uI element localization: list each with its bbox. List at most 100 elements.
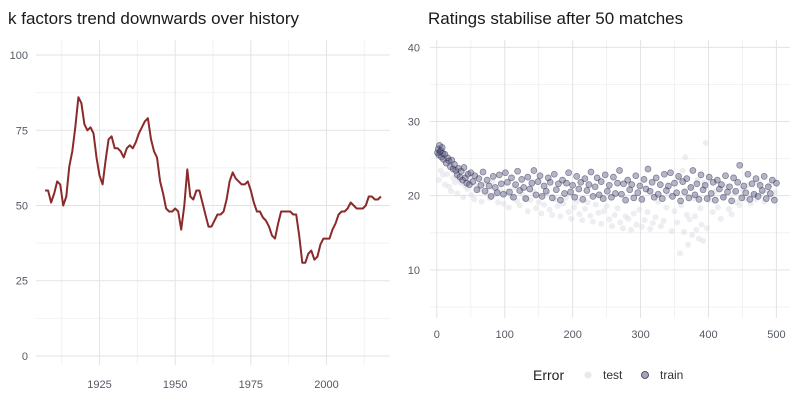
left-y-axis: 0 25 50 75 100 <box>10 50 28 363</box>
test-point <box>681 229 687 235</box>
train-point <box>746 196 754 203</box>
train-point <box>771 196 778 204</box>
train-point <box>762 195 770 202</box>
train-point <box>536 172 544 180</box>
train-point <box>526 185 534 193</box>
train-point <box>571 193 579 201</box>
train-point <box>597 178 605 185</box>
test-points-series <box>435 140 779 257</box>
right-chart-panel: Ratings stabilise after 50 matches 10 20 3… <box>408 9 790 383</box>
test-point <box>683 212 690 218</box>
train-point <box>542 187 550 195</box>
test-point <box>698 221 705 228</box>
test-point <box>595 209 602 216</box>
test-point <box>619 225 626 232</box>
test-point <box>557 213 564 220</box>
left-chart-grid <box>36 40 390 365</box>
test-point <box>614 205 621 212</box>
test-point <box>630 210 637 217</box>
test-point <box>524 208 531 215</box>
test-point <box>592 201 599 208</box>
x-tick-label: 300 <box>631 329 649 341</box>
train-point <box>508 174 515 182</box>
legend-label-train: train <box>660 368 683 382</box>
left-line-series <box>45 96 382 264</box>
test-point <box>530 188 537 195</box>
train-point <box>687 184 695 191</box>
test-point <box>685 241 692 248</box>
train-point <box>691 191 699 199</box>
y-tick-label: 0 <box>22 351 28 363</box>
test-point <box>647 226 654 232</box>
train-point <box>612 190 619 197</box>
train-point <box>752 175 760 182</box>
train-point <box>565 169 572 177</box>
test-point <box>617 219 624 226</box>
test-point <box>584 199 591 206</box>
train-point <box>605 181 613 189</box>
x-tick-label: 1950 <box>163 379 187 391</box>
train-point <box>493 189 501 197</box>
test-point <box>717 215 724 222</box>
test-point <box>541 201 548 208</box>
train-point <box>640 176 648 183</box>
test-point <box>636 206 643 213</box>
train-point <box>573 173 581 180</box>
legend-swatch-train <box>641 371 649 379</box>
train-point <box>742 189 750 197</box>
train-point <box>534 178 542 185</box>
train-point <box>644 165 652 173</box>
train-point <box>718 181 725 188</box>
test-point <box>500 200 507 207</box>
test-point <box>519 191 526 198</box>
test-point <box>644 209 651 215</box>
test-point <box>471 196 478 203</box>
train-point <box>583 187 591 194</box>
train-point <box>703 195 711 202</box>
test-point <box>649 220 656 227</box>
train-point <box>618 190 625 198</box>
train-point <box>506 188 513 196</box>
test-point <box>657 223 664 230</box>
test-point <box>568 215 575 222</box>
train-point <box>707 190 715 197</box>
train-point <box>522 195 530 202</box>
test-point <box>535 199 542 206</box>
test-point <box>641 217 648 224</box>
train-point <box>591 183 599 191</box>
test-point <box>444 171 450 178</box>
train-point <box>732 187 740 195</box>
y-tick-label: 40 <box>408 42 420 54</box>
train-point <box>622 196 629 204</box>
legend-title: Error <box>533 367 564 383</box>
k-factor-line <box>45 96 382 264</box>
train-point <box>754 193 762 200</box>
left-x-axis: 1925 1950 1975 2000 <box>87 379 338 391</box>
test-point <box>739 186 746 193</box>
train-point <box>660 170 668 178</box>
train-point <box>481 187 489 195</box>
test-point <box>516 202 523 209</box>
test-point <box>505 204 512 211</box>
train-point <box>671 179 678 187</box>
train-point <box>620 180 627 188</box>
train-point <box>758 187 766 194</box>
test-point <box>736 202 743 209</box>
test-point <box>460 194 467 201</box>
train-point <box>603 187 611 195</box>
train-point <box>520 184 528 191</box>
train-point <box>652 174 660 182</box>
train-point <box>677 197 684 205</box>
train-point <box>438 144 446 151</box>
train-point <box>497 180 505 188</box>
train-point <box>555 180 562 188</box>
train-point <box>634 189 642 197</box>
train-point <box>730 174 737 182</box>
test-point <box>671 208 678 215</box>
y-tick-label: 50 <box>16 201 28 213</box>
train-point <box>487 193 495 200</box>
test-point <box>576 211 583 218</box>
train-point <box>579 196 587 203</box>
train-point <box>744 170 752 178</box>
